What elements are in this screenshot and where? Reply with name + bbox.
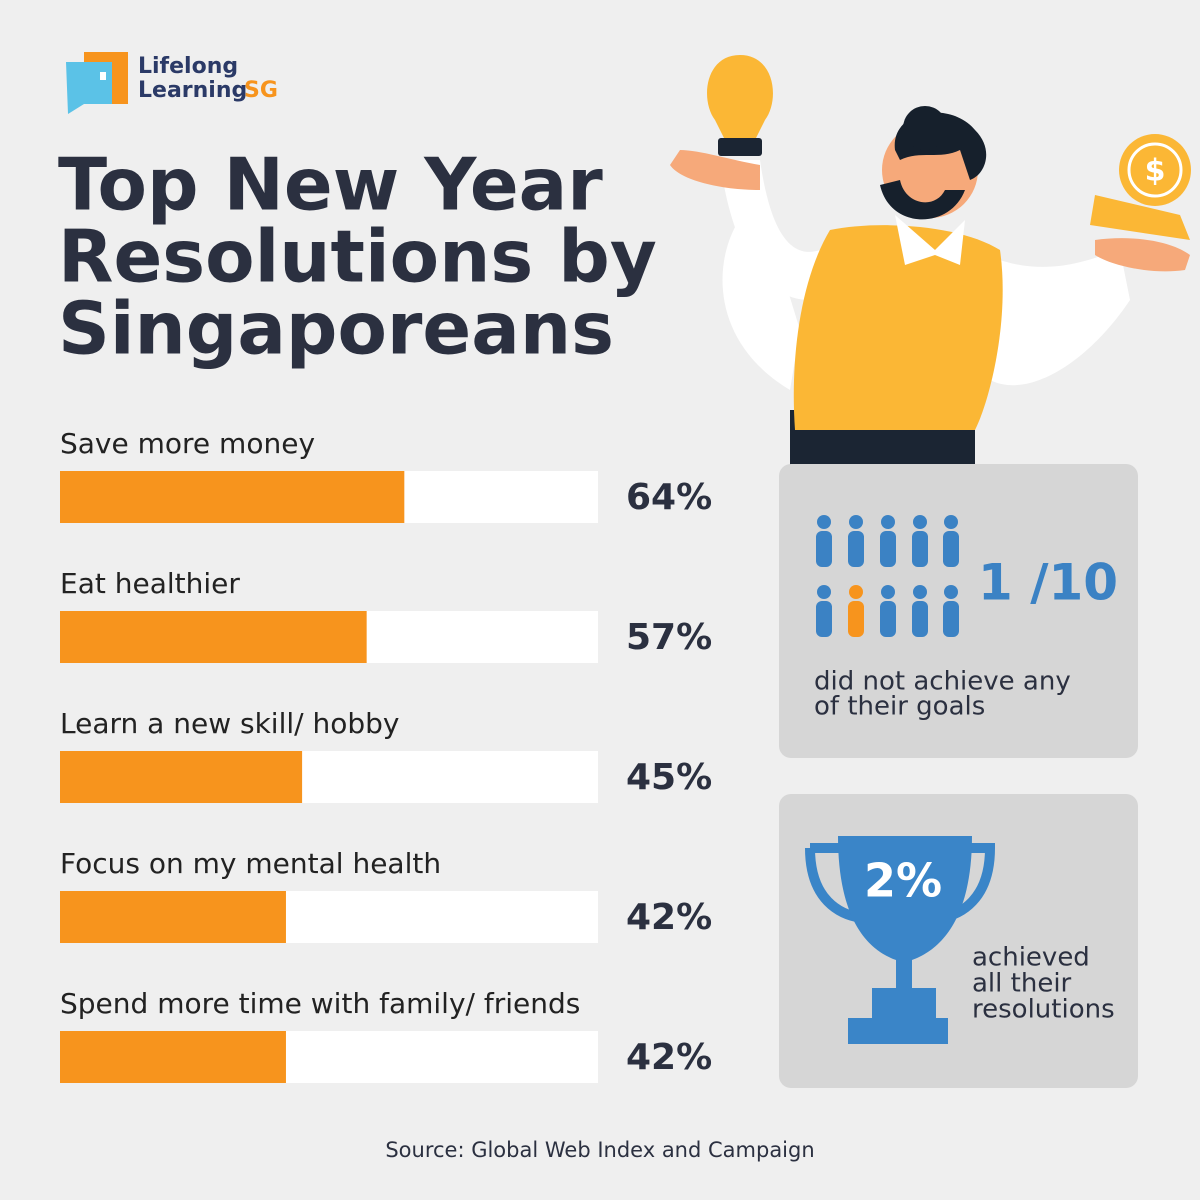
person [817,515,831,529]
value-label: 57% [626,617,712,658]
trophy-base [848,1018,948,1044]
bar [60,891,286,943]
person-highlight [848,601,864,637]
person [944,515,958,529]
person [817,585,831,599]
person [880,531,896,567]
sleeve [990,250,1130,386]
hair-bun [903,106,947,150]
value-label: 42% [626,1037,712,1078]
bulb-base [718,138,762,156]
person-highlight [849,585,863,599]
logo-text: Lifelong [138,54,238,79]
person [913,585,927,599]
stat-headline: 2% [864,854,942,908]
stat-caption: all their [972,969,1072,999]
arm [720,160,820,300]
person [943,531,959,567]
collar [895,215,965,265]
bar [60,611,367,663]
value-label: 64% [626,477,712,518]
category-label: Focus on my mental health [60,847,441,880]
person [881,515,895,529]
category-label: Save more money [60,427,315,460]
stat-caption: resolutions [972,995,1115,1025]
hand [670,150,760,190]
hand [1095,238,1190,272]
stat-caption: achieved [972,943,1090,973]
category-label: Spend more time with family/ friends [60,987,580,1020]
title: Singaporeans [58,287,614,371]
logo-dot [100,72,106,80]
lightbulb [707,55,773,140]
stat-caption: of their goals [814,692,985,722]
title: Top New Year [58,143,603,227]
person [849,515,863,529]
trophy-cup [838,836,972,990]
person [912,531,928,567]
person [881,585,895,599]
coin-ring [1127,142,1183,198]
title: Resolutions by [58,215,657,299]
stat-caption: did not achieve any [814,667,1071,697]
coin-stack [1090,195,1190,240]
logo-suffix: SG [244,78,278,103]
logo: Lifelong Learning SG [66,52,278,114]
logo-text: Learning [138,78,247,103]
stat-headline: 1 /10 [978,554,1118,612]
bar-chart: Save more money 64% Eat healthier 57% Learn … [60,427,712,1083]
value-label: 42% [626,897,712,938]
beard [880,180,965,220]
source: Source: Global Web Index and Campaign [385,1138,814,1162]
trophy [805,836,996,1044]
person [913,515,927,529]
people-icons [816,515,959,637]
trophy-stem [872,988,936,1018]
category-label: Learn a new skill/ hobby [60,707,399,740]
category-label: Eat healthier [60,567,240,600]
person [816,531,832,567]
person [848,531,864,567]
value-label: 45% [626,757,712,798]
illustration: $ [670,55,1191,465]
person-row [816,515,959,637]
coin-symbol: $ [1145,154,1166,189]
person [816,601,832,637]
person [943,601,959,637]
person [880,601,896,637]
person [944,585,958,599]
bar [60,751,303,803]
bar [60,471,405,523]
sleeve [722,200,800,390]
person [912,601,928,637]
bar [60,1031,286,1083]
vest [793,225,1003,430]
